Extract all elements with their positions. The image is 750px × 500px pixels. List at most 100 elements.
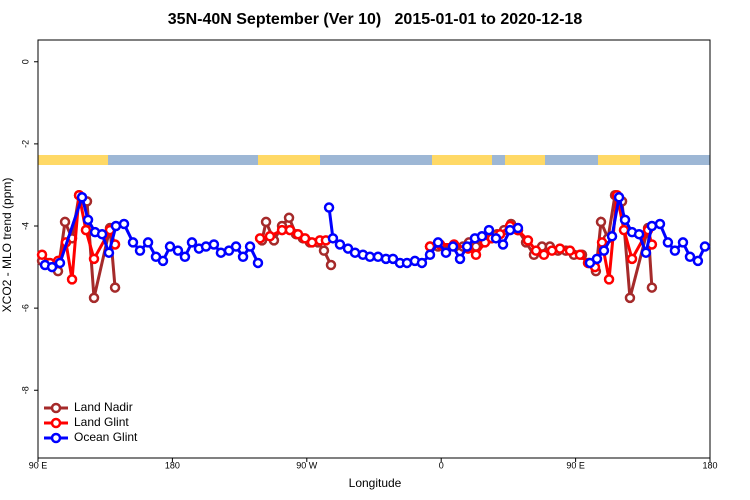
point (237, 251, 249, 263)
point (640, 247, 652, 258)
point (483, 224, 495, 236)
x-axis-label: Longitude (349, 476, 402, 490)
point (260, 216, 272, 228)
x-tick-label: 90 W (296, 460, 318, 470)
point (264, 231, 276, 242)
point (633, 228, 645, 240)
point (424, 249, 436, 260)
point (88, 292, 100, 304)
point (646, 282, 658, 293)
point (244, 241, 256, 252)
legend-label: Land Nadir (74, 400, 133, 414)
x-tick-label: 180 (702, 460, 717, 470)
point (76, 192, 88, 203)
y-tick-label: -6 (20, 304, 30, 312)
point (164, 241, 176, 252)
point (46, 261, 58, 273)
y-tick-label: -4 (20, 222, 30, 230)
point (595, 216, 607, 228)
point (512, 222, 524, 234)
point (574, 249, 586, 260)
point (208, 239, 220, 250)
point (325, 259, 337, 271)
chart-title: 35N-40N September (Ver 10) 2015-01-01 to… (168, 11, 583, 28)
point (215, 247, 227, 258)
y-tick-label: -8 (20, 386, 30, 394)
point (530, 245, 542, 256)
point (564, 245, 576, 256)
point (596, 237, 608, 248)
point (490, 233, 502, 244)
point (662, 237, 674, 248)
point (110, 220, 122, 232)
point (127, 237, 139, 248)
point (118, 218, 130, 230)
point (692, 255, 704, 267)
point (36, 249, 48, 260)
point (677, 237, 689, 248)
point (618, 224, 630, 236)
point (318, 245, 330, 256)
x-tick-label: 90 E (566, 460, 585, 470)
point (447, 241, 459, 252)
x-tick-label: 180 (165, 460, 180, 470)
point (454, 253, 466, 265)
point (699, 241, 711, 252)
legend-label: Land Glint (74, 415, 129, 429)
point (522, 235, 534, 246)
point (470, 249, 482, 260)
point (497, 239, 509, 250)
point (179, 251, 191, 263)
point (538, 249, 550, 260)
point (323, 202, 335, 213)
point (432, 237, 444, 248)
y-tick-label: -2 (20, 140, 30, 148)
point (440, 247, 452, 258)
point (157, 255, 169, 267)
point (669, 245, 681, 256)
point (230, 241, 242, 252)
point (134, 245, 146, 256)
legend-marker (50, 417, 62, 429)
point (646, 220, 658, 232)
point (59, 216, 71, 228)
point (109, 282, 121, 293)
y-axis-label: XCO2 - MLO trend (ppm) (0, 178, 14, 313)
point (254, 233, 266, 244)
point (613, 192, 625, 203)
plot-frame (37, 39, 711, 459)
point (103, 247, 115, 258)
point (80, 224, 92, 236)
legend-label: Ocean Glint (74, 430, 138, 444)
point (283, 212, 295, 224)
point (82, 214, 94, 226)
point (554, 243, 566, 254)
x-tick-label: 90 E (29, 460, 48, 470)
point (476, 231, 488, 242)
point (142, 237, 154, 248)
map-strip (38, 155, 710, 165)
point (364, 251, 376, 263)
point (654, 218, 666, 230)
point (284, 224, 296, 236)
point (186, 237, 198, 248)
point (606, 231, 618, 242)
point (54, 257, 66, 269)
point (88, 253, 100, 265)
point (461, 241, 473, 252)
point (684, 251, 696, 263)
point (327, 233, 339, 244)
x-tick-label: 0 (439, 460, 444, 470)
point (619, 214, 631, 226)
point (252, 257, 264, 269)
legend-marker (50, 432, 62, 444)
point (624, 292, 636, 304)
point (334, 239, 346, 250)
point (626, 253, 638, 265)
point (172, 245, 184, 256)
point (603, 274, 615, 285)
point (416, 257, 428, 269)
point (598, 245, 610, 256)
point (591, 253, 603, 265)
